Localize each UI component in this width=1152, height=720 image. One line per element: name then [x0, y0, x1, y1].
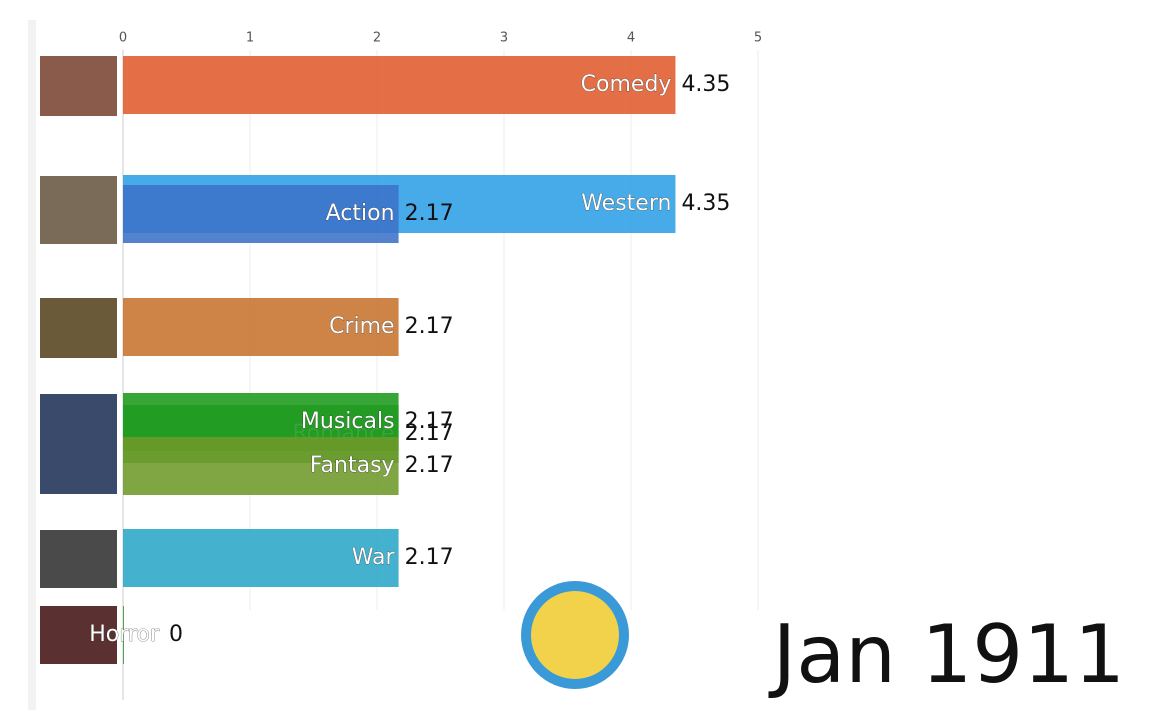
category-label: Musicals	[301, 409, 395, 434]
bar	[123, 56, 676, 114]
thumbnail	[40, 176, 117, 244]
bar	[123, 529, 399, 587]
x-tick-label: 1	[246, 31, 254, 46]
thumbnail	[40, 394, 117, 494]
bar	[123, 437, 399, 495]
value-label: 4.35	[681, 72, 730, 97]
value-label: 4.35	[681, 191, 730, 216]
category-label: Crime	[329, 314, 394, 339]
logo	[521, 581, 629, 689]
value-label: 2.17	[405, 453, 454, 478]
thumbnails	[40, 56, 117, 664]
value-label: 2.17	[405, 201, 454, 226]
category-label: Action	[326, 201, 395, 226]
bar-group: Comedy 4.35	[123, 56, 730, 114]
category-label: Horror	[89, 622, 160, 647]
value-label: 2.17	[405, 314, 454, 339]
date-label: Jan 1911	[768, 608, 1125, 701]
bar-group: Action 2.17	[123, 185, 454, 243]
bar-group: Horror 0	[89, 606, 183, 664]
bar-group: Fantasy 2.17	[123, 437, 454, 495]
x-tick-label: 5	[754, 31, 762, 46]
thumbnail	[40, 530, 117, 588]
value-label: 2.17	[405, 421, 454, 446]
value-label: 2.17	[405, 409, 454, 434]
bar-group: Crime 2.17	[123, 298, 454, 356]
thumbnail	[40, 56, 117, 116]
bar-group: War 2.17	[123, 529, 454, 587]
grid	[122, 50, 759, 700]
thumbnail	[40, 298, 117, 358]
x-tick-label: 0	[119, 31, 127, 46]
bar	[123, 298, 399, 356]
category-label: Fantasy	[310, 453, 395, 478]
logo-inner	[531, 591, 619, 679]
x-tick-label: 2	[373, 31, 381, 46]
thumbnail	[40, 606, 117, 664]
bar-group: Western 4.35	[123, 175, 730, 233]
category-label: Comedy	[581, 72, 672, 97]
category-label: Western	[581, 191, 671, 216]
x-tick-label: 4	[627, 31, 635, 46]
bar	[123, 185, 399, 243]
left-strip	[28, 20, 36, 710]
bar	[123, 606, 124, 664]
value-label: 2.17	[405, 545, 454, 570]
value-label: 0	[169, 622, 183, 647]
category-label: War	[352, 545, 396, 570]
x-tick-label: 3	[500, 31, 508, 46]
